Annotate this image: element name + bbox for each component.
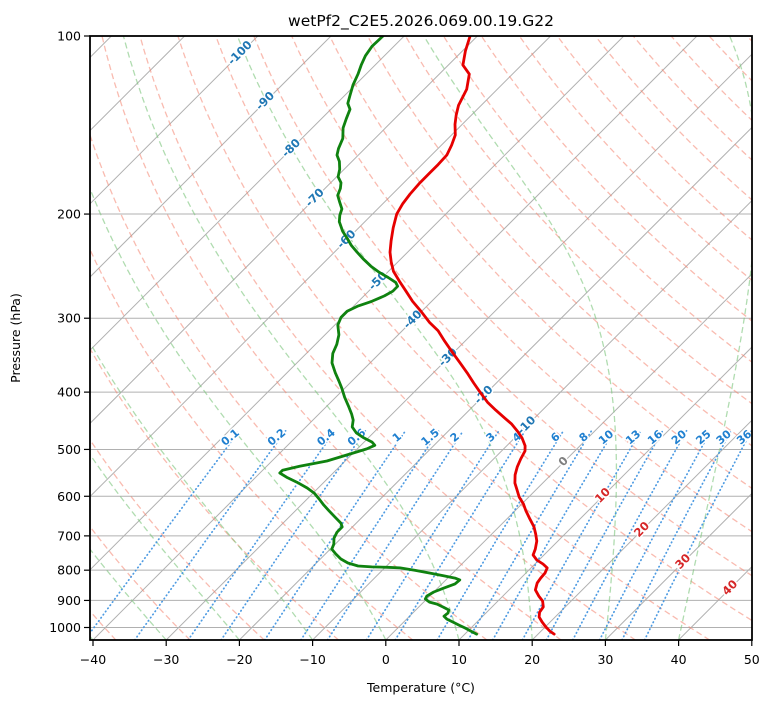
y-tick-label: 300: [57, 311, 81, 326]
moist-adiabat: [677, 36, 752, 640]
mixing-ratio-line: [467, 429, 593, 640]
dry-adiabat-lines: [90, 36, 752, 640]
mixing-ratio-line: [365, 429, 500, 640]
mixing-ratio-line: [187, 429, 336, 640]
isotherm-line: [90, 36, 405, 351]
mixing-ratio-line: [133, 429, 287, 640]
x-axis-tick-labels: −40 −30 −20 −10 0 10 20 30 40 50: [80, 652, 760, 667]
y-tick-label: 1000: [49, 620, 81, 635]
isotherm-gridlines: [90, 36, 752, 640]
dry-adiabat: [101, 36, 562, 640]
moist-adiabat: [90, 341, 314, 640]
dry-adiabat: [253, 36, 752, 577]
y-tick-label: 600: [57, 489, 81, 504]
moist-adiabat: [90, 186, 387, 640]
dry-adiabat: [90, 248, 414, 640]
mixing-ratio-line: [521, 429, 642, 640]
moist-adiabat-lines: [90, 36, 752, 640]
dry-adiabat: [90, 525, 191, 640]
dry-adiabat: [480, 36, 752, 322]
x-tick-label: 20: [524, 652, 540, 667]
y-axis-ticks: [84, 35, 90, 629]
isotherm-line: [90, 36, 332, 278]
y-tick-label: 500: [57, 442, 81, 457]
y-axis-tick-labels: 100 200 300 400 500 600 700 800 900 1000: [49, 29, 81, 636]
isotherm-line: [385, 273, 752, 640]
isotherm-line: [90, 36, 551, 498]
x-tick-label: 0: [382, 652, 390, 667]
moist-adiabat: [236, 36, 533, 640]
y-tick-label: 400: [57, 385, 81, 400]
x-tick-label: −40: [80, 652, 106, 667]
temperature-curve: [388, 36, 556, 636]
y-tick-label: 700: [57, 528, 81, 543]
x-axis-ticks: [92, 640, 753, 646]
y-tick-label: 800: [57, 563, 81, 578]
isotherm-line: [239, 126, 752, 640]
mixing-ratio-line: [90, 429, 241, 635]
isotherm-line: [165, 53, 752, 640]
isotherm-line: [458, 346, 752, 640]
x-tick-label: 40: [671, 652, 687, 667]
mixing-ratio-lines: [90, 429, 752, 640]
moist-adiabat: [122, 36, 460, 640]
y-tick-label: 900: [57, 593, 81, 608]
mixing-ratio-line: [643, 429, 752, 640]
isotherm-line: [92, 36, 698, 640]
dry-adiabat: [518, 36, 752, 282]
x-axis-label: Temperature (°C): [366, 680, 475, 695]
isotherm-line: [531, 419, 752, 640]
isotherm-line: [90, 36, 625, 571]
dewpoint-curve: [278, 36, 478, 636]
dry-adiabat: [442, 36, 752, 363]
dry-adiabat: [215, 36, 752, 622]
isotherm-line: [605, 492, 752, 640]
mixing-ratio-line: [436, 429, 565, 640]
mixing-ratio-line: [491, 429, 615, 640]
x-tick-label: 10: [451, 652, 467, 667]
x-tick-label: −30: [153, 652, 179, 667]
dry-adiabat: [291, 36, 752, 533]
y-axis-label: Pressure (hPa): [8, 293, 23, 383]
dry-adiabat: [404, 36, 752, 405]
dry-adiabat: [177, 36, 710, 640]
plot-border: [89, 35, 753, 641]
chart-title: wetPf2_C2E5.2026.069.00.19.G22: [288, 12, 554, 31]
dry-adiabat: [367, 36, 752, 447]
x-tick-label: 30: [597, 652, 613, 667]
moist-adiabat: [423, 36, 618, 640]
x-tick-label: −10: [299, 652, 325, 667]
y-tick-label: 100: [57, 29, 81, 44]
y-tick-label: 200: [57, 207, 81, 222]
mixing-ratio-line: [220, 429, 367, 640]
mixing-ratio-line: [571, 429, 688, 640]
mixing-ratio-line: [621, 429, 732, 640]
dry-adiabat: [556, 36, 752, 241]
isotherm-line: [90, 36, 478, 425]
mixing-ratio-line: [545, 429, 664, 640]
x-tick-label: 50: [744, 652, 760, 667]
mixing-ratio-line: [598, 429, 712, 640]
mixing-ratio-line: [326, 429, 465, 640]
mixing-ratio-line: [300, 429, 440, 640]
x-tick-label: −20: [226, 652, 252, 667]
